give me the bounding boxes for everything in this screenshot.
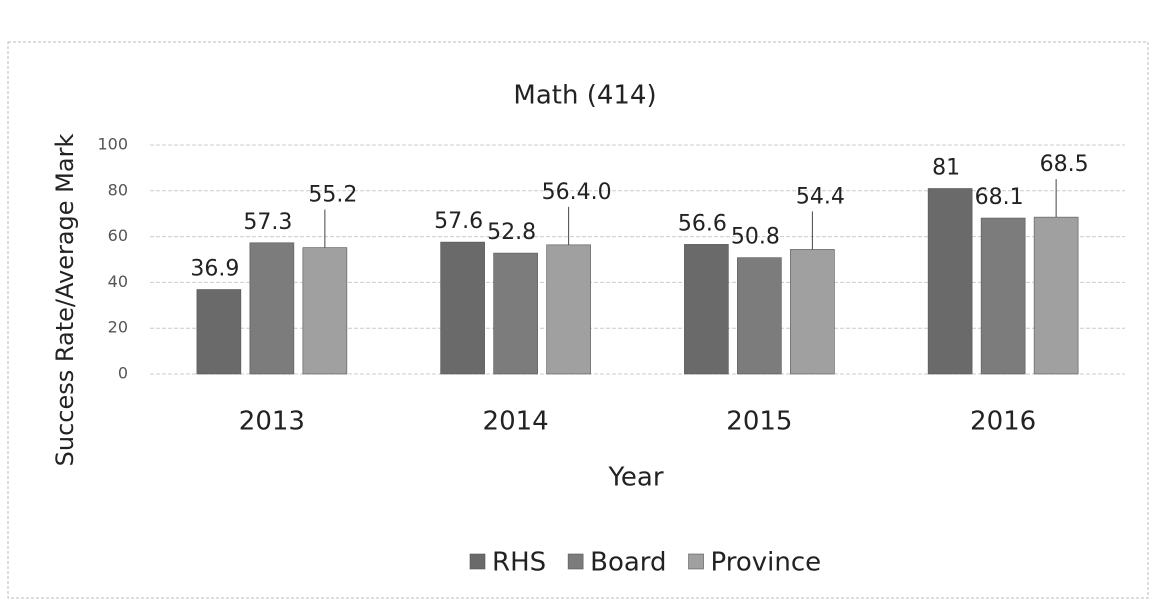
bar: [1033, 216, 1079, 375]
data-label: 50.8: [731, 225, 780, 250]
x-tick-label: 2016: [970, 407, 1036, 437]
bar: [790, 249, 835, 375]
data-label: 52.8: [487, 220, 536, 245]
data-label: 55.2: [308, 183, 357, 208]
x-tick-label: 2014: [483, 407, 549, 437]
bar: [737, 257, 782, 375]
legend-swatch: [469, 553, 486, 570]
data-label: 68.5: [1040, 152, 1089, 177]
x-tick-label: 2015: [726, 407, 792, 437]
x-axis-label: Year: [607, 463, 663, 493]
data-label: 57.6: [434, 209, 483, 234]
bar: [249, 242, 295, 375]
y-tick-label: 100: [97, 135, 128, 154]
bar: [980, 217, 1026, 375]
bar: [927, 188, 973, 375]
data-label: 68.1: [975, 185, 1024, 210]
data-label: 57.3: [243, 210, 292, 235]
bar: [440, 241, 485, 375]
data-label: 36.9: [190, 256, 239, 281]
y-axis-label: Success Rate/Average Mark: [51, 134, 79, 467]
bar: [196, 289, 242, 375]
legend-swatch: [567, 553, 584, 570]
y-tick-label: 60: [108, 226, 128, 245]
legend-label: Board: [590, 548, 666, 578]
y-tick-label: 80: [108, 180, 128, 199]
data-label: 54.4: [796, 184, 845, 209]
data-label: 56.4.0: [542, 180, 612, 205]
data-label: 56.6: [678, 211, 727, 236]
chart-title: Math (414): [513, 81, 656, 111]
y-tick-label: 20: [108, 318, 128, 337]
chart-frame: [7, 41, 1149, 599]
bar: [302, 247, 348, 375]
bar: [493, 252, 538, 375]
data-label: 81: [932, 156, 960, 181]
y-tick-label: 40: [108, 272, 128, 291]
legend-label: RHS: [492, 548, 546, 578]
bar: [546, 244, 591, 375]
legend-swatch: [688, 553, 704, 570]
bar: [684, 244, 729, 375]
y-tick-label: 0: [118, 364, 128, 383]
x-tick-label: 2013: [239, 407, 305, 437]
legend-label: Province: [711, 548, 822, 578]
